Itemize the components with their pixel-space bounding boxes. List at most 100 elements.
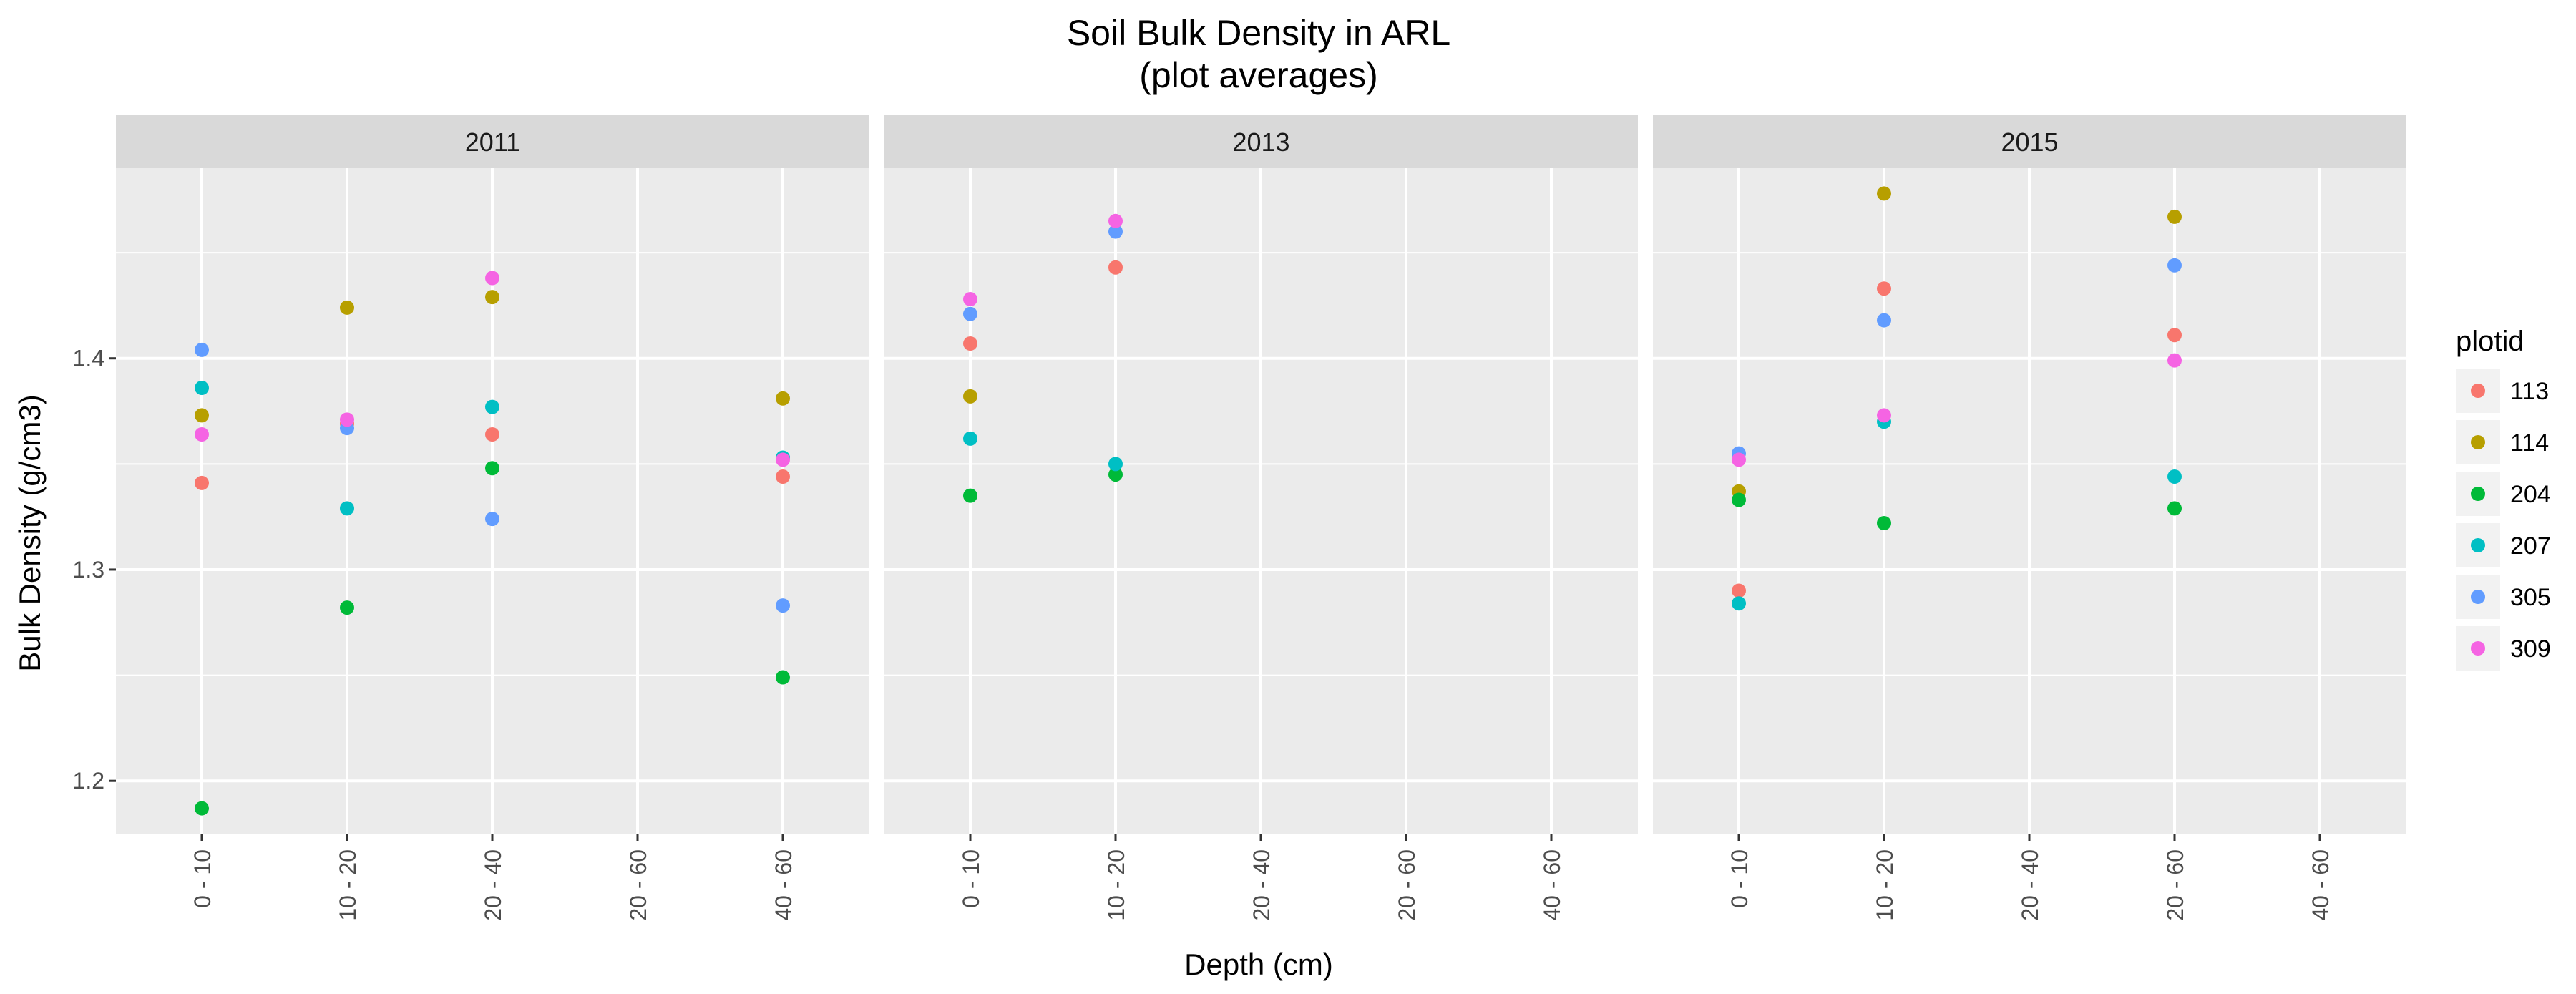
data-point-305 [963, 306, 977, 321]
data-point-305 [2167, 258, 2182, 273]
data-point-305 [195, 342, 209, 357]
data-point-309 [2167, 353, 2182, 368]
data-point-113 [1108, 260, 1123, 275]
legend-entry-114: 114 [2456, 420, 2549, 464]
legend-entry-309: 309 [2456, 626, 2551, 671]
facet-panel-2015: 2015 0 - 10 10 - 20 20 - 40 20 - 60 40 - 60 [1653, 115, 2406, 921]
data-point-113 [776, 469, 790, 484]
data-point-207 [485, 399, 499, 414]
x-tick-label: 10 - 20 [335, 849, 361, 921]
data-point-113 [963, 336, 977, 351]
chart-subtitle: (plot averages) [1139, 55, 1378, 95]
legend-symbol [2471, 384, 2485, 398]
x-tick-label: 20 - 60 [1394, 849, 1420, 921]
data-point-113 [195, 475, 209, 490]
data-point-309 [1108, 213, 1123, 228]
data-point-204 [2167, 501, 2182, 516]
data-point-114 [963, 389, 977, 404]
y-tick-label: 1.4 [73, 346, 104, 371]
data-point-113 [1877, 281, 1891, 296]
data-point-113 [485, 427, 499, 442]
x-tick-label: 20 - 40 [1249, 849, 1274, 921]
data-point-309 [1877, 408, 1891, 423]
x-tick-label: 20 - 40 [480, 849, 506, 921]
x-tick-label: 40 - 60 [771, 849, 796, 921]
data-point-309 [195, 427, 209, 442]
data-point-309 [340, 412, 354, 427]
x-tick-label: 10 - 20 [1103, 849, 1129, 921]
legend-label: 207 [2510, 532, 2551, 560]
legend-title: plotid [2456, 326, 2524, 357]
data-point-204 [1108, 467, 1123, 482]
facet-strip-label: 2015 [2001, 127, 2058, 157]
data-point-305 [485, 512, 499, 527]
legend-entry-113: 113 [2456, 369, 2549, 413]
y-tick-label: 1.2 [73, 768, 104, 794]
data-point-207 [340, 501, 354, 516]
legend-symbol [2471, 435, 2485, 449]
data-point-204 [776, 670, 790, 685]
data-point-204 [195, 801, 209, 816]
facet-strip [1653, 115, 2406, 168]
data-point-305 [776, 598, 790, 613]
legend-entry-204: 204 [2456, 472, 2551, 516]
data-point-113 [1732, 583, 1746, 598]
data-point-114 [340, 300, 354, 315]
data-point-113 [2167, 328, 2182, 343]
data-point-114 [776, 391, 790, 406]
data-point-309 [963, 292, 977, 307]
legend-label: 309 [2510, 635, 2551, 663]
legend-label: 305 [2510, 584, 2551, 611]
x-tick-label: 10 - 20 [1872, 849, 1898, 921]
data-point-114 [1877, 186, 1891, 201]
x-tick-label: 0 - 10 [958, 849, 984, 908]
data-point-305 [1108, 224, 1123, 239]
x-tick-label: 0 - 10 [1727, 849, 1752, 908]
chart-title: Soil Bulk Density in ARL [1067, 13, 1450, 53]
x-tick-label: 20 - 60 [625, 849, 651, 921]
legend-label: 113 [2510, 378, 2549, 405]
legend-symbol [2471, 641, 2485, 656]
data-point-207 [195, 381, 209, 396]
data-point-204 [485, 461, 499, 476]
data-point-207 [2167, 469, 2182, 484]
data-point-309 [1732, 452, 1746, 467]
data-point-207 [1108, 457, 1123, 472]
x-axis-label: Depth (cm) [1184, 947, 1333, 981]
data-point-305 [1877, 313, 1891, 328]
facet-strip [884, 115, 1638, 168]
legend-entry-305: 305 [2456, 575, 2551, 619]
data-point-204 [340, 600, 354, 615]
x-tick-label: 40 - 60 [2308, 849, 2333, 921]
data-point-207 [1732, 596, 1746, 611]
facet-strip [116, 115, 869, 168]
data-point-204 [963, 488, 977, 503]
data-point-114 [195, 408, 209, 423]
x-tick-label: 20 - 60 [2162, 849, 2188, 921]
facet-strip-label: 2013 [1232, 127, 1289, 157]
legend-symbol [2471, 487, 2485, 501]
legend-label: 114 [2510, 429, 2549, 457]
data-point-204 [1732, 492, 1746, 507]
y-tick-label: 1.3 [73, 557, 104, 583]
data-point-114 [485, 290, 499, 305]
legend-entry-207: 207 [2456, 523, 2551, 567]
x-tick-label: 0 - 10 [190, 849, 215, 908]
x-tick-label: 20 - 40 [2017, 849, 2043, 921]
legend: plotid 113 114 204 207 305 309 [2456, 326, 2551, 671]
facet-panels: 2011 0 - 10 10 - 20 20 - 40 20 - 60 40 - 60 1.… [73, 115, 2406, 921]
legend-label: 204 [2510, 481, 2551, 508]
data-point-207 [963, 431, 977, 446]
x-tick-label: 40 - 60 [1539, 849, 1565, 921]
data-point-114 [2167, 209, 2182, 224]
legend-symbol [2471, 590, 2485, 604]
legend-symbol [2471, 538, 2485, 552]
data-point-204 [1877, 516, 1891, 530]
data-point-309 [776, 452, 790, 467]
y-axis-label: Bulk Density (g/cm3) [13, 394, 47, 671]
facet-panel-2013: 2013 0 - 10 10 - 20 20 - 40 20 - 60 40 - 60 [884, 115, 1638, 921]
facet-panel-2011: 2011 0 - 10 10 - 20 20 - 40 20 - 60 40 - 60 1.… [73, 115, 869, 921]
facet-strip-label: 2011 [465, 127, 520, 157]
